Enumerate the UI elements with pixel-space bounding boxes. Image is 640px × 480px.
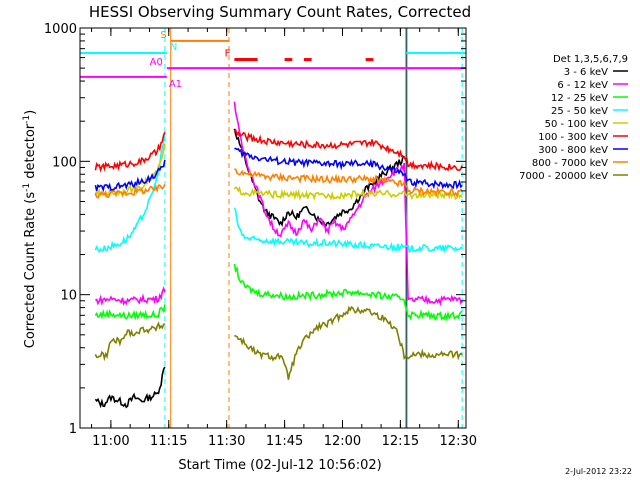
interval-lines xyxy=(164,28,463,428)
series-lines xyxy=(94,101,463,409)
y-axis-label-end: ) xyxy=(23,110,38,115)
y-axis-label-sup2: -1 xyxy=(22,115,32,124)
y-tick-label: 100 xyxy=(52,155,77,170)
legend-label: 800 - 7000 keV xyxy=(532,158,608,169)
flag-label: S xyxy=(160,30,166,41)
y-axis-label-main: Corrected Count Rate (s xyxy=(23,192,38,349)
x-tick-label: 12:15 xyxy=(382,434,419,449)
series-line xyxy=(94,168,463,199)
x-axis-label: Start Time (02-Jul-12 10:56:02) xyxy=(178,458,381,473)
legend-label: 300 - 800 keV xyxy=(538,145,608,156)
legend: Det 1,3,5,6,7,9 3 - 6 keV 6 - 12 keV 12 - 2… xyxy=(519,54,628,182)
y-axis-label-sup1: -1 xyxy=(22,183,32,192)
x-tick-label: 11:15 xyxy=(150,434,187,449)
y-tick-label: 1000 xyxy=(44,22,77,37)
plot-frame xyxy=(79,27,467,429)
legend-label: 100 - 300 keV xyxy=(538,132,608,143)
axes: 11:00 11:15 11:30 11:45 12:00 12:15 12:30 1 10 10… xyxy=(44,22,477,449)
flag-label: A0 xyxy=(150,57,163,68)
legend-label: 3 - 6 keV xyxy=(564,67,608,78)
legend-label: 50 - 100 keV xyxy=(545,119,609,130)
y-tick-label: 10 xyxy=(60,289,77,304)
x-tick-label: 12:00 xyxy=(324,434,361,449)
flag-markers: SN A0 A1 F xyxy=(80,30,466,90)
legend-label: 7000 - 20000 keV xyxy=(519,171,608,182)
series-line xyxy=(94,131,463,254)
x-tick-label: 12:30 xyxy=(440,434,477,449)
footer-timestamp: 2-Jul-2012 23:22 xyxy=(565,467,632,476)
flag-label: N xyxy=(170,42,177,53)
x-tick-label: 11:30 xyxy=(208,434,245,449)
series-line xyxy=(94,128,463,173)
series-line xyxy=(94,305,463,380)
x-tick-label: 11:45 xyxy=(266,434,303,449)
series-line xyxy=(94,147,463,193)
legend-title: Det 1,3,5,6,7,9 xyxy=(553,54,628,65)
flag-label: A1 xyxy=(169,79,182,90)
chart-title: HESSI Observing Summary Count Rates, Cor… xyxy=(89,3,471,21)
y-axis-label: Corrected Count Rate (s-1 detector-1) xyxy=(22,110,38,348)
y-tick-label: 1 xyxy=(69,422,77,437)
series-line xyxy=(95,101,463,307)
x-tick-label: 11:00 xyxy=(92,434,129,449)
series-line xyxy=(94,263,463,322)
flag-label: F xyxy=(225,49,231,60)
legend-label: 6 - 12 keV xyxy=(557,80,608,91)
y-axis-label-mid: detector xyxy=(23,123,38,183)
legend-label: 25 - 50 keV xyxy=(551,106,608,117)
legend-label: 12 - 25 keV xyxy=(551,93,608,104)
